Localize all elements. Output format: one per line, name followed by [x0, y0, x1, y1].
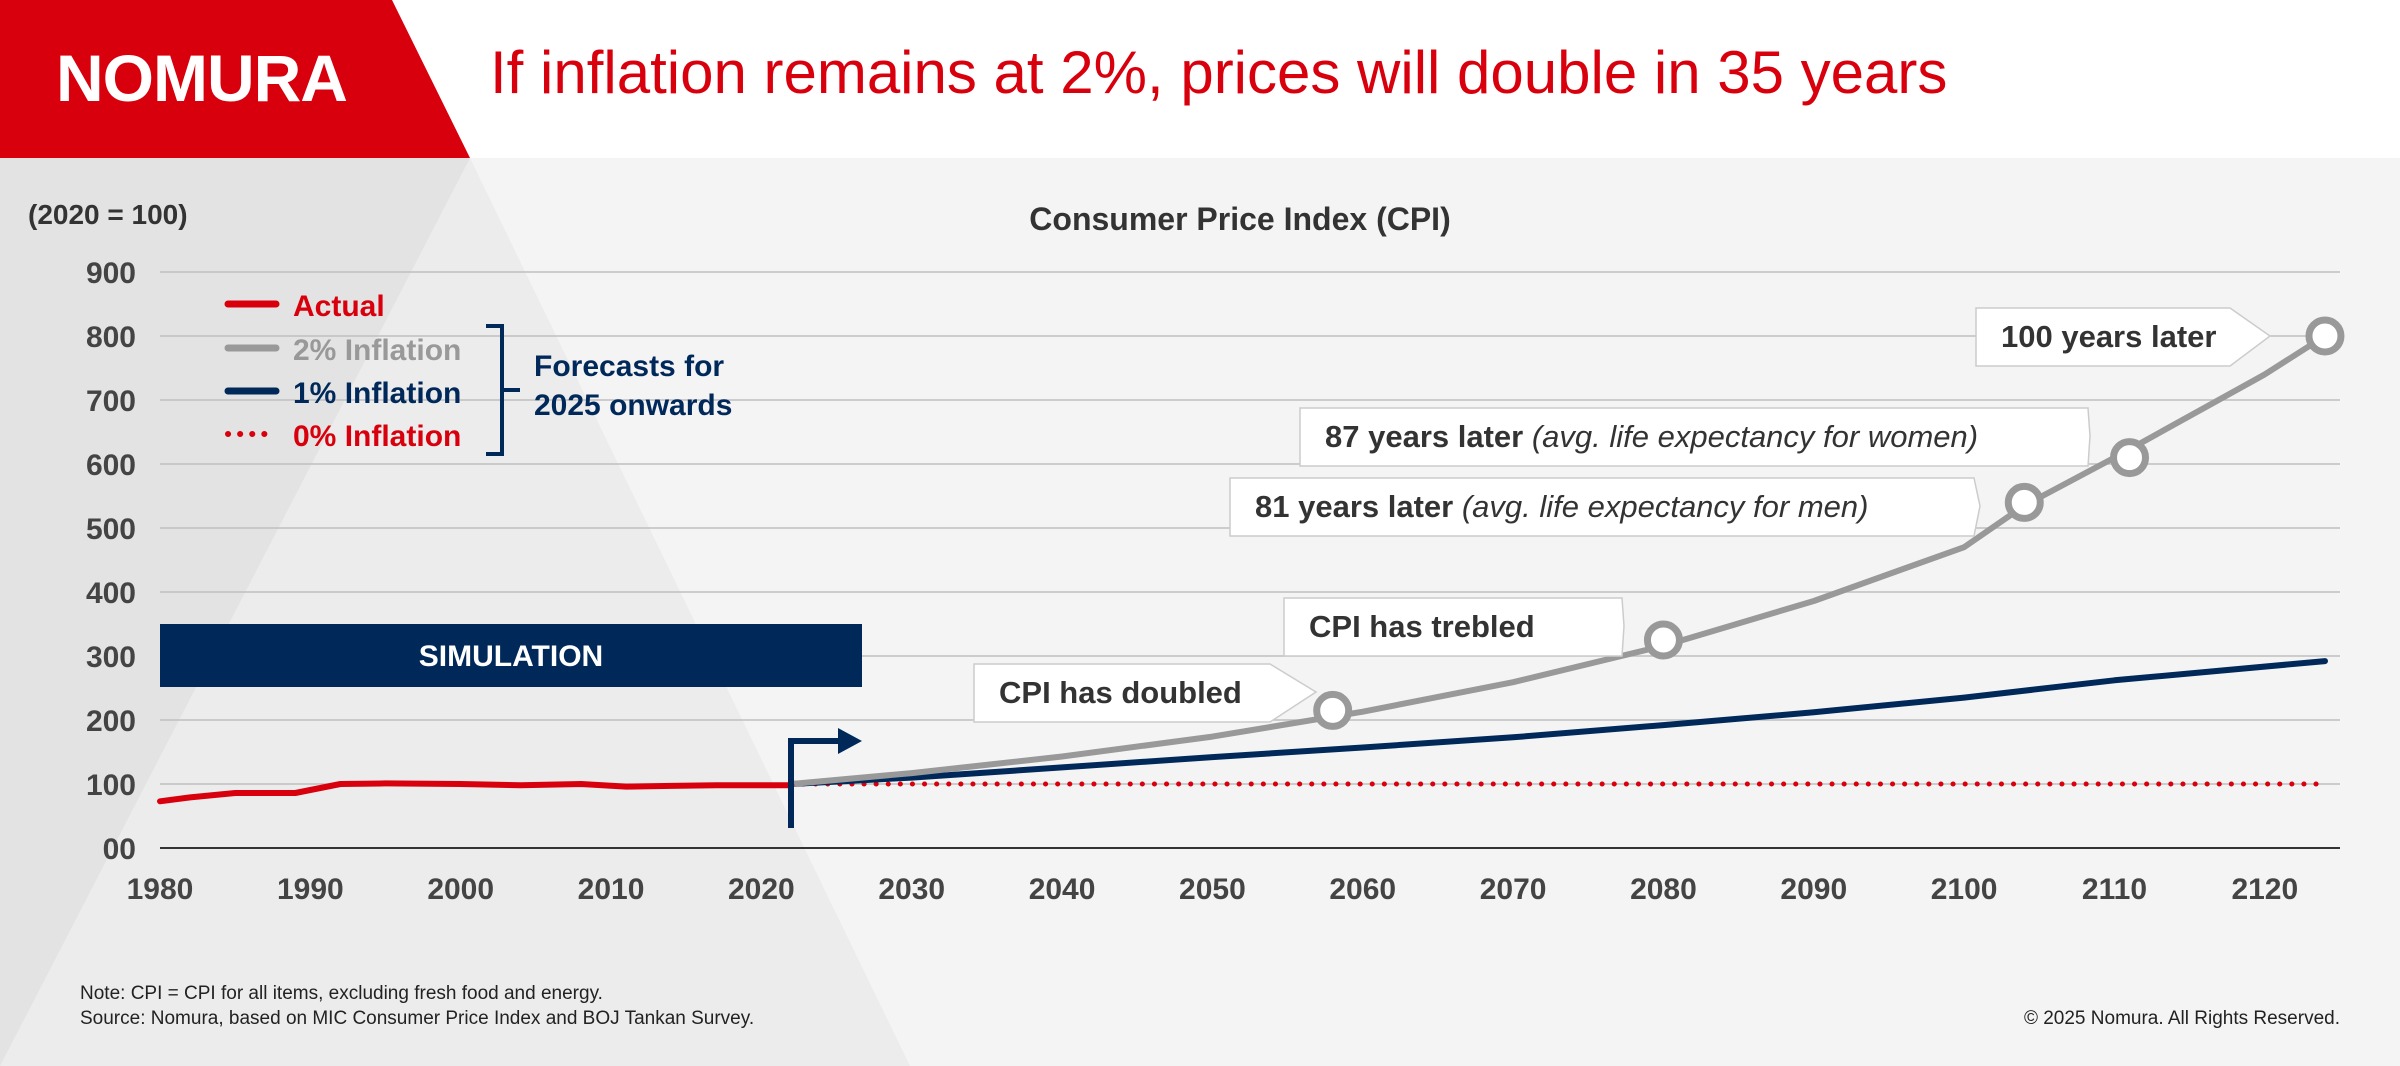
x-tick-label: 2120	[2231, 873, 2298, 906]
footnote: Note: CPI = CPI for all items, excluding…	[80, 983, 603, 1004]
bg-shape-mid	[0, 158, 470, 1066]
legend-label-2pct: 2% Inflation	[293, 334, 461, 367]
y-tick-label: 600	[86, 449, 136, 482]
milestone-callout-text: 87 years later (avg. life expectancy for…	[1325, 419, 1978, 454]
milestone-note: (avg. life expectancy for men)	[1453, 489, 1868, 524]
legend: Actual 2% Inflation 1% Inflation 0% Infl…	[224, 290, 732, 456]
series-line-actual	[157, 780, 795, 805]
y-tick-label: 800	[86, 321, 136, 354]
y-tick-label: 900	[86, 257, 136, 290]
legend-label-1pct: 1% Inflation	[293, 377, 461, 410]
milestone-callout-text: CPI has doubled	[999, 675, 1242, 710]
x-tick-label: 2100	[1931, 873, 1998, 906]
milestone-marker	[2305, 316, 2345, 356]
x-tick-label: 2060	[1329, 873, 1396, 906]
y-tick-label: 200	[86, 705, 136, 738]
y-axis-label: (2020 = 100)	[28, 199, 188, 230]
milestone-callouts: CPI has doubled CPI has trebled 81 years l…	[973, 307, 2272, 723]
forecast-bracket-label: Forecasts for 2025 onwards	[534, 350, 732, 422]
headline: If inflation remains at 2%, prices will …	[490, 39, 1948, 106]
milestone-label: 81 years later	[1255, 489, 1453, 524]
x-tick-label: 1990	[277, 873, 344, 906]
x-tick-label: 2070	[1480, 873, 1547, 906]
milestone-callout-text: 81 years later (avg. life expectancy for…	[1255, 489, 1868, 524]
simulation-label: SIMULATION	[419, 640, 603, 673]
logo-text: NOMURA	[56, 41, 348, 115]
milestone-marker	[1643, 620, 1683, 660]
source-note: Source: Nomura, based on MIC Consumer Pr…	[80, 1008, 755, 1029]
copyright: © 2025 Nomura. All Rights Reserved.	[2023, 1008, 2340, 1029]
x-tick-label: 2110	[2082, 873, 2147, 906]
milestone-markers	[1313, 316, 2345, 730]
y-tick-label: 100	[86, 769, 136, 802]
milestone-note: (avg. life expectancy for women)	[1523, 419, 1978, 454]
legend-label-actual: Actual	[293, 290, 385, 323]
x-tick-label: 2000	[427, 873, 494, 906]
x-tick-label: 2040	[1029, 873, 1096, 906]
milestone-callout-text: CPI has trebled	[1309, 609, 1535, 644]
y-tick-labels: 00 100 200 300 400 500 600 700 800 900	[86, 257, 136, 866]
y-tick-label: 500	[86, 513, 136, 546]
nomura-logo: NOMURA	[0, 0, 470, 158]
y-tick-label: 00	[103, 833, 136, 866]
milestone-label: 100 years later	[2001, 319, 2216, 354]
milestone-label: CPI has trebled	[1309, 609, 1535, 644]
y-tick-label: 700	[86, 385, 136, 418]
milestone-callout-box	[973, 663, 1318, 723]
chart-title: Consumer Price Index (CPI)	[1029, 201, 1450, 237]
milestone-callout-box	[1229, 477, 1981, 537]
x-tick-label: 2010	[578, 873, 645, 906]
milestone-callout-box	[1299, 407, 2091, 467]
milestone-marker	[2110, 438, 2150, 478]
x-tick-label: 1980	[127, 873, 194, 906]
series-line-1-inflation	[788, 658, 2328, 787]
x-tick-label: 2050	[1179, 873, 1246, 906]
milestone-callout-box	[1975, 307, 2272, 367]
y-tick-label: 400	[86, 577, 136, 610]
simulation-banner	[160, 624, 862, 687]
milestone-label: CPI has doubled	[999, 675, 1242, 710]
legend-label-0pct: 0% Inflation	[293, 420, 461, 453]
milestone-callout-text: 100 years later	[2001, 319, 2216, 354]
x-tick-label: 2020	[728, 873, 795, 906]
x-tick-label: 2090	[1780, 873, 1847, 906]
forecast-start-arrow	[788, 728, 862, 828]
y-tick-label: 300	[86, 641, 136, 674]
x-tick-labels: 1980 1990 2000 2010 2020 2030 2040 2050 2060 2070…	[127, 873, 2299, 906]
milestone-callout-box	[1283, 597, 1625, 657]
x-tick-label: 2080	[1630, 873, 1697, 906]
legend-bracket	[486, 324, 520, 456]
milestone-marker	[2004, 482, 2044, 522]
milestone-label: 87 years later	[1325, 419, 1523, 454]
x-tick-label: 2030	[878, 873, 945, 906]
milestone-marker	[1313, 690, 1353, 730]
